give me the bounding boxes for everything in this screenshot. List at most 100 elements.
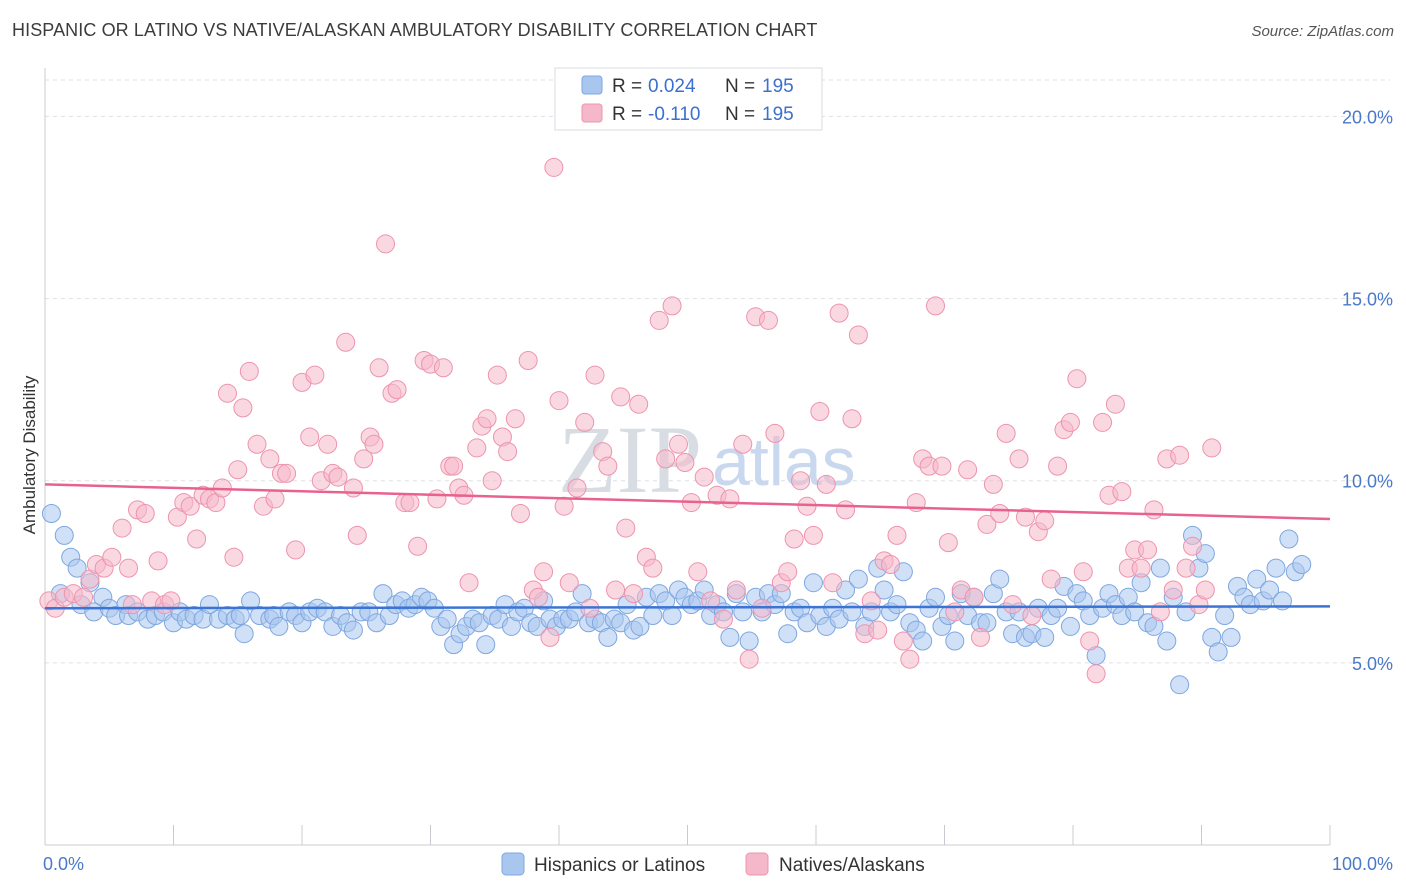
native-point-27 bbox=[224, 547, 244, 567]
native-point-67 bbox=[467, 438, 487, 458]
native-point-84 bbox=[559, 573, 579, 593]
hispanic-point-113 bbox=[803, 573, 823, 593]
native-point-98 bbox=[649, 310, 669, 330]
hispanic-point-27 bbox=[234, 624, 254, 644]
trend-lines bbox=[44, 483, 1331, 610]
native-point-106 bbox=[701, 591, 721, 611]
legend-box: R = 0.024 N = 195 R = -0.110 N = 195 bbox=[554, 67, 823, 131]
native-point-155 bbox=[1015, 507, 1035, 527]
native-point-4 bbox=[74, 587, 94, 607]
native-point-159 bbox=[1041, 569, 1061, 589]
legend-n-value-1: 195 bbox=[762, 76, 794, 97]
native-point-160 bbox=[1048, 456, 1068, 476]
native-point-51 bbox=[369, 358, 389, 378]
native-point-21 bbox=[187, 529, 207, 549]
series-hispanics-points bbox=[41, 504, 1312, 695]
native-point-123 bbox=[810, 402, 830, 421]
native-point-83 bbox=[554, 496, 574, 516]
native-point-48 bbox=[354, 449, 374, 469]
native-point-151 bbox=[990, 504, 1010, 523]
legend-n-label-2: N = bbox=[725, 104, 755, 125]
native-point-115 bbox=[758, 310, 778, 330]
hispanic-point-130 bbox=[913, 631, 933, 651]
native-point-50 bbox=[364, 434, 384, 454]
native-point-119 bbox=[784, 529, 804, 549]
native-point-76 bbox=[518, 351, 538, 370]
y-tick-label-10: 10.0% bbox=[1342, 472, 1393, 492]
hispanic-point-170 bbox=[1170, 675, 1190, 695]
y-tick-label-15: 15.0% bbox=[1342, 290, 1393, 310]
native-point-69 bbox=[477, 409, 497, 429]
hispanic-point-0 bbox=[41, 504, 61, 523]
native-point-146 bbox=[958, 460, 978, 480]
hispanic-point-103 bbox=[739, 631, 759, 651]
hispanic-point-124 bbox=[874, 580, 894, 600]
native-point-37 bbox=[286, 540, 306, 560]
hispanic-point-81 bbox=[598, 627, 618, 647]
native-point-66 bbox=[459, 573, 479, 593]
hispanic-point-91 bbox=[662, 606, 682, 625]
native-point-178 bbox=[1163, 580, 1183, 600]
trend-line-hispanics bbox=[44, 605, 1331, 610]
native-point-170 bbox=[1112, 482, 1132, 502]
native-point-144 bbox=[945, 602, 965, 622]
native-point-11 bbox=[122, 595, 142, 615]
native-point-79 bbox=[534, 562, 554, 582]
hispanic-point-1 bbox=[54, 525, 74, 545]
y-tick-label-20: 20.0% bbox=[1342, 107, 1393, 127]
legend-r-value-2: -0.110 bbox=[648, 104, 700, 125]
hispanic-point-151 bbox=[1048, 598, 1068, 618]
native-point-42 bbox=[318, 434, 338, 454]
native-point-169 bbox=[1105, 394, 1125, 414]
trend-line-natives bbox=[44, 483, 1331, 521]
hispanic-point-187 bbox=[1279, 529, 1299, 549]
native-point-124 bbox=[816, 474, 836, 494]
native-point-148 bbox=[970, 627, 990, 647]
native-point-111 bbox=[733, 434, 753, 454]
hispanic-point-77 bbox=[572, 584, 592, 604]
hispanic-point-28 bbox=[241, 591, 261, 611]
native-point-82 bbox=[549, 391, 569, 411]
native-point-100 bbox=[662, 296, 682, 316]
native-point-153 bbox=[1003, 595, 1023, 615]
hispanic-point-56 bbox=[437, 609, 457, 629]
hispanic-point-120 bbox=[848, 569, 868, 589]
legend-r-label-1: R = bbox=[612, 76, 642, 97]
native-point-165 bbox=[1080, 631, 1100, 651]
native-point-81 bbox=[544, 157, 564, 177]
native-point-44 bbox=[328, 467, 348, 487]
native-point-174 bbox=[1138, 540, 1158, 560]
hispanic-point-46 bbox=[373, 584, 393, 604]
native-point-71 bbox=[487, 365, 507, 385]
native-point-74 bbox=[505, 409, 525, 429]
native-point-118 bbox=[778, 562, 798, 582]
native-point-135 bbox=[887, 525, 907, 545]
native-point-180 bbox=[1176, 558, 1196, 578]
native-point-33 bbox=[260, 449, 280, 469]
native-point-34 bbox=[265, 489, 285, 509]
native-point-141 bbox=[926, 296, 946, 316]
native-point-136 bbox=[893, 631, 913, 651]
legend-r-value-1: 0.024 bbox=[648, 76, 696, 97]
native-point-75 bbox=[510, 504, 530, 523]
native-point-54 bbox=[387, 380, 407, 400]
native-point-110 bbox=[726, 580, 746, 600]
native-point-9 bbox=[112, 518, 132, 538]
hispanic-point-177 bbox=[1215, 606, 1235, 625]
native-point-73 bbox=[498, 442, 518, 462]
native-point-179 bbox=[1170, 445, 1190, 465]
native-point-36 bbox=[277, 463, 297, 483]
native-point-181 bbox=[1183, 536, 1203, 556]
native-point-15 bbox=[148, 551, 168, 571]
native-point-92 bbox=[611, 387, 631, 407]
chart-title: HISPANIC OR LATINO VS NATIVE/ALASKAN AMB… bbox=[12, 20, 818, 40]
native-point-129 bbox=[848, 325, 868, 345]
native-point-85 bbox=[567, 478, 587, 498]
bottom-legend-label-natives: Natives/Alaskans bbox=[779, 855, 925, 876]
native-point-102 bbox=[675, 453, 695, 472]
bottom-legend-swatch-pink bbox=[745, 852, 769, 876]
native-point-120 bbox=[791, 471, 811, 491]
legend-swatch-pink bbox=[581, 103, 603, 123]
native-point-91 bbox=[606, 580, 626, 600]
native-point-13 bbox=[135, 504, 155, 523]
